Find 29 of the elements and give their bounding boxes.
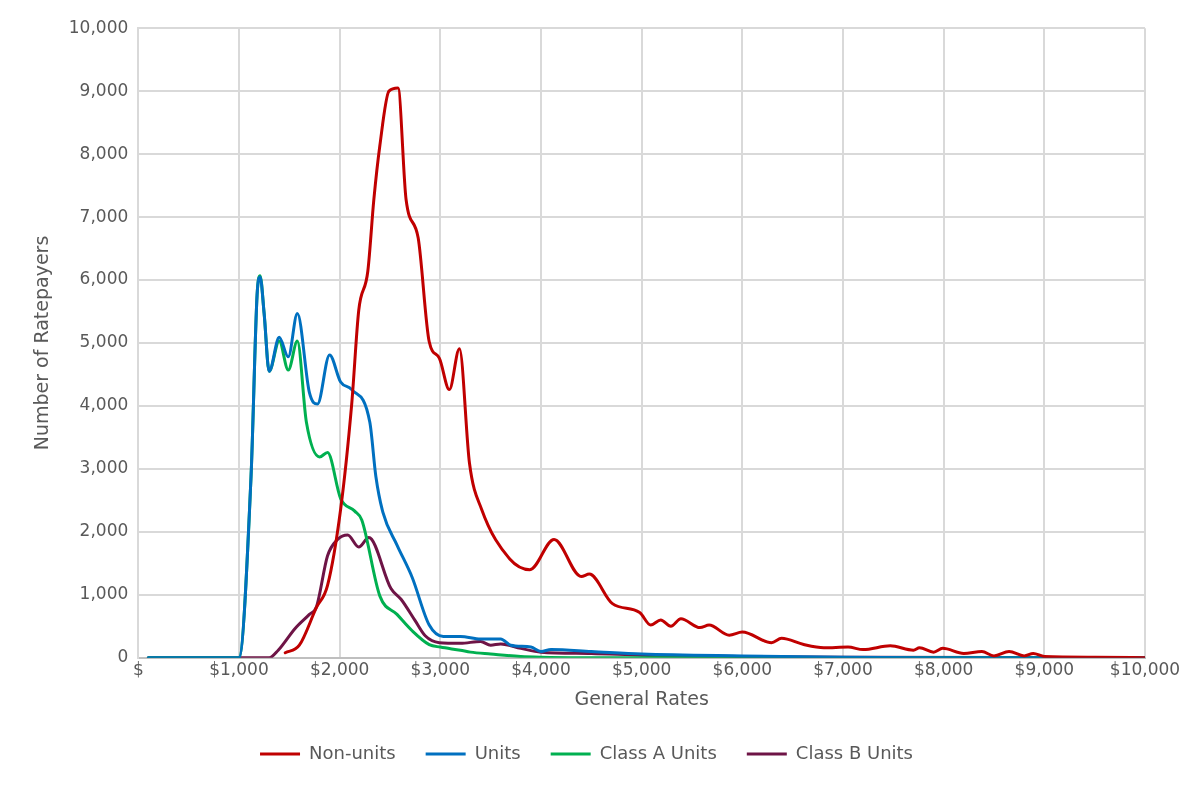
- y-tick-label: 1,000: [79, 583, 129, 604]
- y-tick-label: 10,000: [68, 16, 129, 37]
- y-tick-label: 8,000: [79, 142, 129, 163]
- x-tick-label: $8,000: [913, 659, 974, 680]
- y-tick-label: 7,000: [79, 205, 129, 226]
- x-tick-label: $1,000: [209, 659, 269, 680]
- x-tick-label: $6,000: [712, 659, 773, 680]
- y-tick-label: 5,000: [79, 331, 129, 352]
- x-tick-label: $7,000: [813, 659, 873, 680]
- x-tick-label: $5,000: [611, 659, 672, 680]
- legend-label: Units: [474, 741, 521, 763]
- y-axis-title: Number of Ratepayers: [30, 235, 53, 451]
- legend-label: Class A Units: [599, 741, 717, 763]
- x-tick-label: $10,000: [1109, 659, 1181, 680]
- line-series: [283, 86, 1145, 658]
- x-tick-label: $9,000: [1014, 659, 1075, 680]
- y-tick-label: 2,000: [79, 520, 129, 541]
- legend-label: Class B Units: [795, 741, 913, 763]
- y-tick-label: 3,000: [79, 457, 129, 478]
- y-tick-label: 9,000: [79, 79, 129, 100]
- y-tick-label: 6,000: [79, 268, 129, 289]
- x-tick-label: $4,000: [511, 659, 571, 680]
- x-axis-title: General Rates: [574, 686, 709, 709]
- y-tick-label: 0: [117, 646, 129, 667]
- x-tick-label: $3,000: [410, 659, 471, 680]
- y-tick-label: 4,000: [79, 394, 129, 415]
- legend-label: Non-units: [309, 741, 396, 763]
- x-tick-label: $2,000: [309, 659, 370, 680]
- x-tick-label: $: [132, 659, 144, 680]
